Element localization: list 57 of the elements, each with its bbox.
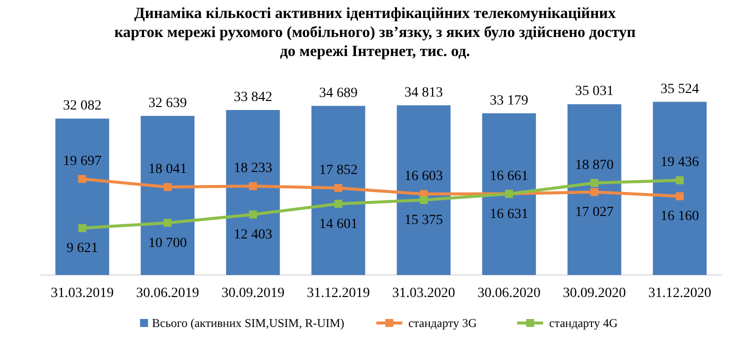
point bbox=[248, 182, 257, 190]
x-tick-label: 30.09.2019 bbox=[221, 286, 284, 301]
point bbox=[164, 218, 172, 227]
legend-label: стандарту 4G bbox=[549, 316, 618, 330]
data-label: 35 524 bbox=[660, 82, 699, 97]
point bbox=[78, 174, 86, 183]
data-label: 17 852 bbox=[319, 162, 358, 178]
bar bbox=[140, 116, 194, 275]
x-tick-label: 31.03.2019 bbox=[50, 286, 114, 301]
chart-title: Динаміка кількості активних ідентифікаційних телекомунікаційних карток мережі рухомого (мобільного) зв’язку, з яких було здійснено доступ до мережі Інтернет, тис. од. bbox=[114, 5, 636, 60]
data-label: 18 233 bbox=[234, 161, 272, 176]
data-label: 16 631 bbox=[490, 206, 528, 222]
data-label: 16 603 bbox=[404, 169, 443, 184]
data-label: 34 689 bbox=[319, 86, 358, 101]
data-label: 35 031 bbox=[575, 84, 614, 100]
data-label: 15 375 bbox=[404, 213, 443, 228]
data-label: 18 870 bbox=[575, 158, 614, 174]
data-label: 32 082 bbox=[63, 98, 102, 114]
point bbox=[164, 183, 172, 192]
data-label: 33 179 bbox=[490, 93, 528, 108]
data-label: 19 697 bbox=[63, 154, 102, 169]
x-tick-label: 31.03.2020 bbox=[392, 286, 456, 301]
point bbox=[590, 179, 598, 188]
x-tick-label: 31.12.2019 bbox=[306, 286, 370, 301]
bar bbox=[396, 105, 451, 275]
legend-label: стандарту 3G bbox=[408, 316, 478, 330]
point bbox=[334, 184, 342, 192]
point bbox=[590, 188, 598, 196]
x-tick-label: 30.06.2019 bbox=[136, 286, 200, 301]
bar bbox=[652, 102, 707, 275]
point bbox=[676, 176, 684, 184]
bar bbox=[311, 106, 366, 275]
point bbox=[420, 196, 428, 204]
data-label: 12 403 bbox=[234, 228, 272, 243]
bar bbox=[568, 104, 622, 275]
point bbox=[78, 224, 86, 232]
data-label: 34 813 bbox=[404, 85, 443, 100]
data-label: 16 661 bbox=[490, 168, 528, 184]
bar bbox=[226, 110, 280, 275]
x-tick-label: 30.09.2020 bbox=[562, 286, 626, 301]
x-tick-label: 31.12.2020 bbox=[648, 286, 712, 301]
data-label: 32 639 bbox=[148, 96, 187, 111]
point bbox=[334, 200, 342, 208]
x-tick-label: 30.06.2020 bbox=[478, 286, 541, 301]
data-label: 16 160 bbox=[660, 209, 699, 224]
data-label: 33 842 bbox=[234, 90, 272, 106]
data-label: 17 027 bbox=[575, 204, 614, 220]
data-label: 10 700 bbox=[148, 236, 187, 251]
bar bbox=[482, 113, 536, 275]
data-label: 19 436 bbox=[660, 155, 699, 170]
data-label: 9 621 bbox=[66, 241, 98, 256]
point bbox=[248, 210, 257, 219]
data-label: 18 041 bbox=[148, 162, 187, 178]
legend-label: Всього (активних SIM,USIM, R-UIM) bbox=[152, 316, 344, 330]
data-label: 14 601 bbox=[319, 216, 358, 232]
bar bbox=[55, 118, 110, 275]
point bbox=[676, 192, 684, 200]
